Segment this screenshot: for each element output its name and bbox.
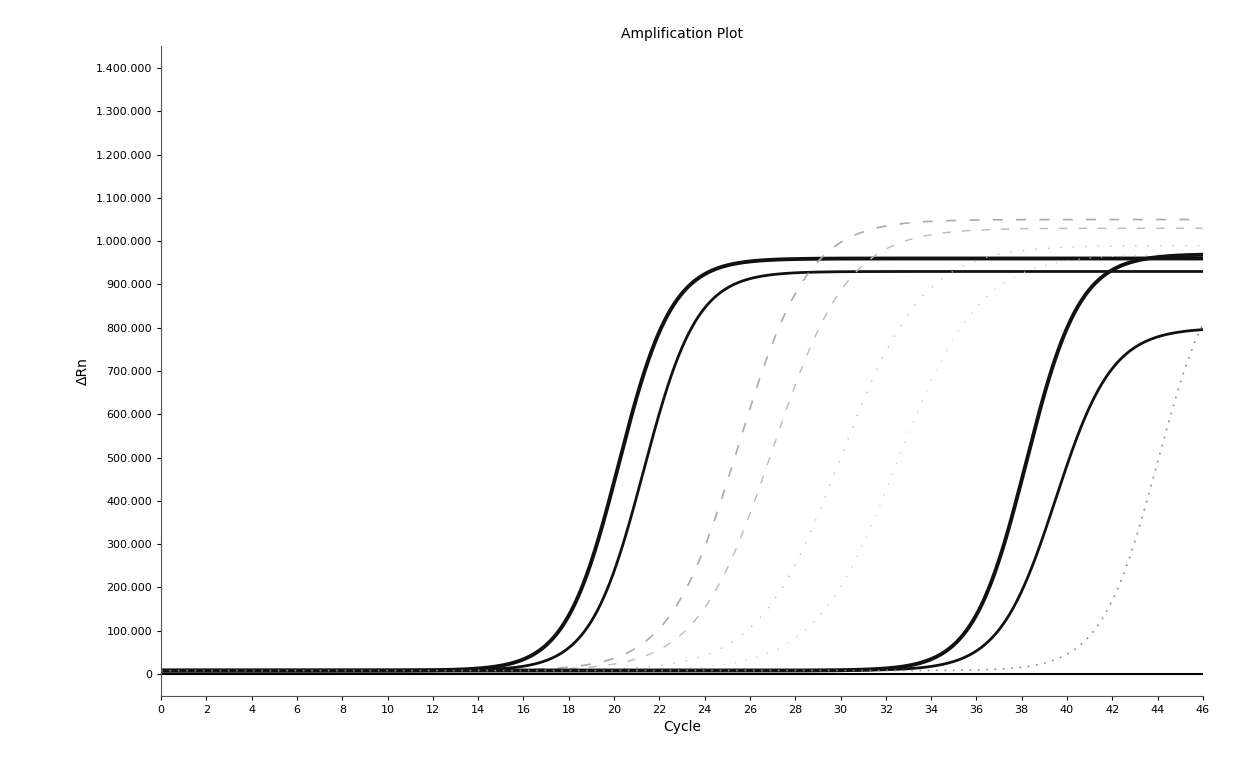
X-axis label: Cycle: Cycle [663,720,701,734]
Y-axis label: ΔRn: ΔRn [76,357,91,385]
Title: Amplification Plot: Amplification Plot [621,27,743,41]
